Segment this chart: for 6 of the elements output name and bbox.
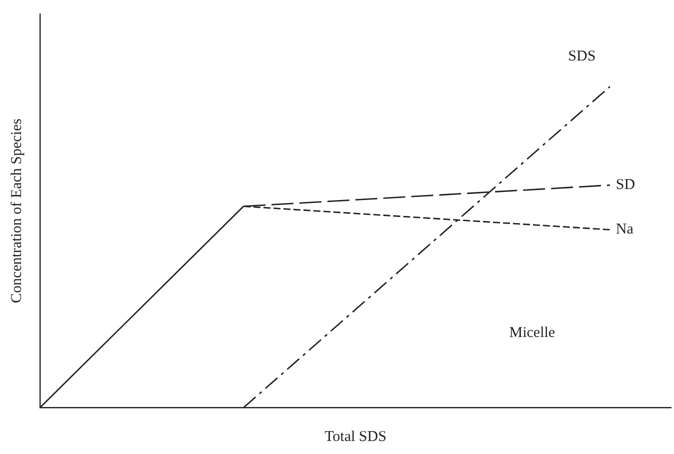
annotation: Micelle [509, 324, 556, 341]
series-label: Na [616, 222, 634, 238]
series-label: SDS [568, 48, 596, 64]
series-label: SD [616, 177, 636, 194]
x-axis-title: Total SDS [324, 428, 386, 445]
y-axis-title: Concentration of Each Species [8, 118, 25, 304]
